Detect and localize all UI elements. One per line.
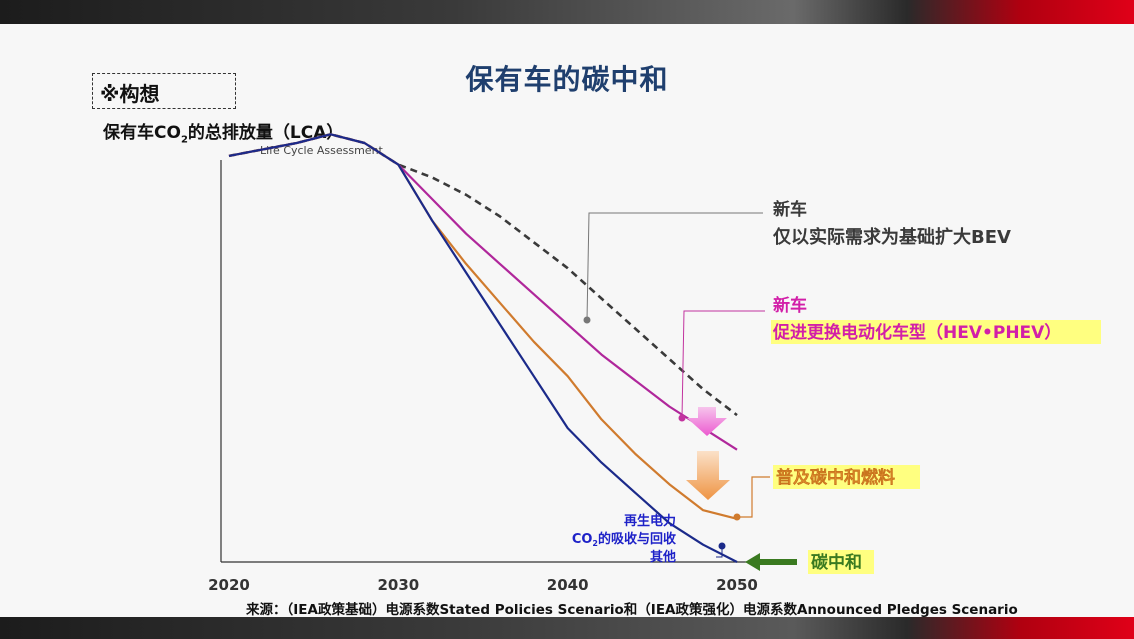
callout-dot-magenta <box>678 414 686 422</box>
y-axis-label-rest: 的总排放量（LCA） <box>187 123 344 143</box>
callout-dot-dashed <box>583 316 591 324</box>
concept-label: ※构想 <box>100 82 160 106</box>
note-co2-sub: 2 <box>592 539 598 548</box>
x-tick-label-2040: 2040 <box>547 576 589 594</box>
callout-dot-orange <box>733 513 741 521</box>
label-dashed-line2: 仅以实际需求为基础扩大BEV <box>772 226 1011 248</box>
x-tick-label-2020: 2020 <box>208 576 250 594</box>
lca-note: Life Cycle Assessment <box>260 144 383 157</box>
callout-line-dashed <box>586 212 763 321</box>
y-axis-label-sub: 2 <box>180 134 188 146</box>
label-magenta-line2: 促进更换电动化车型（HEV•PHEV） <box>772 322 1061 343</box>
callout-line-orange <box>737 476 770 518</box>
magenta-down-arrow <box>687 407 727 436</box>
highlight-navy <box>808 550 874 574</box>
chart-axes: 2020 2030 2040 2050 <box>208 160 760 594</box>
page-title: 保有车的碳中和 <box>465 63 669 96</box>
note-renewable: 再生电力 <box>624 513 676 529</box>
note-co2-b: 的吸收与回收 <box>598 531 677 547</box>
bottom-decor-bar <box>0 617 1134 639</box>
note-co2-capture: CO2的吸收与回收 <box>572 531 677 548</box>
y-axis-label-main: 保有车CO <box>103 123 181 143</box>
note-others: 其他 <box>650 549 676 565</box>
series-line-carbon-neutral <box>228 133 738 563</box>
callout-line-magenta <box>681 310 765 419</box>
highlight-orange <box>773 465 920 489</box>
series-line-electrified <box>228 133 738 451</box>
top-decor-bar <box>0 0 1134 24</box>
series-line-carbon-neutral-fuel <box>228 133 738 520</box>
highlight-magenta <box>771 320 1101 344</box>
series-layer <box>228 133 738 563</box>
y-axis-label: 保有车CO2的总排放量（LCA） <box>103 118 343 145</box>
source-note: 来源：（IEA政策基础）电源系数Stated Policies Scenario… <box>246 602 1018 618</box>
series-line-bev-baseline <box>228 133 738 417</box>
callout-dot-navy <box>718 542 726 550</box>
x-tick-label-2030: 2030 <box>377 576 419 594</box>
note-co2-a: CO <box>572 532 593 547</box>
annotations-layer: 新车仅以实际需求为基础扩大BEV新车促进更换电动化车型（HEV•PHEV）普及碳… <box>572 199 1101 574</box>
label-dashed-line1: 新车 <box>773 199 807 220</box>
callout-line-navy <box>716 547 723 558</box>
markers-layer <box>583 212 797 571</box>
x-tick-label-2050: 2050 <box>716 576 758 594</box>
green-left-arrow <box>745 553 797 571</box>
orange-down-arrow <box>686 451 730 500</box>
label-magenta-line1: 新车 <box>773 295 807 316</box>
concept-box <box>92 73 236 109</box>
label-orange: 普及碳中和燃料 <box>776 467 895 488</box>
label-carbon-neutral: 碳中和 <box>811 552 862 573</box>
